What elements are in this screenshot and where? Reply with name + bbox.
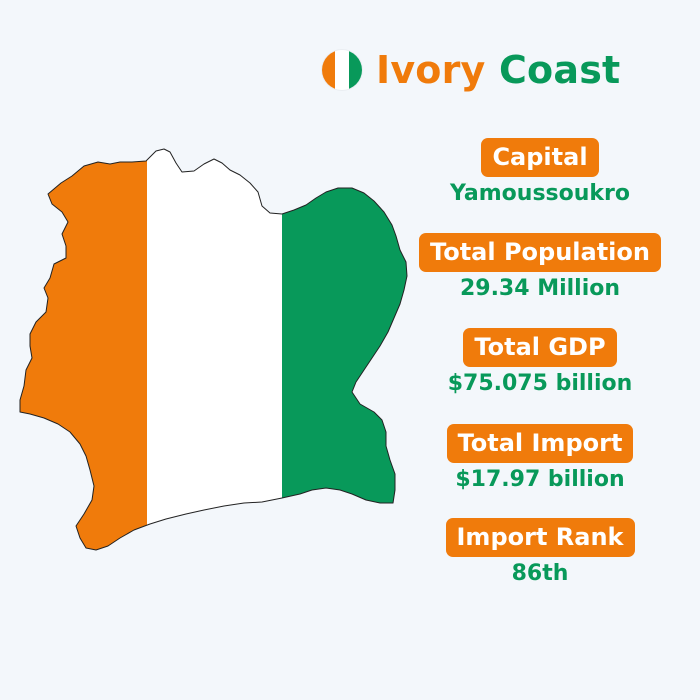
fact-label: Capital bbox=[481, 138, 599, 177]
ivory-coast-flag-icon bbox=[322, 50, 362, 90]
fact-value: 86th bbox=[511, 561, 569, 586]
header: Ivory Coast bbox=[322, 46, 620, 94]
flag-stripe-green bbox=[348, 50, 362, 90]
fact-label: Total Population bbox=[419, 233, 661, 272]
fact-total-gdp: Total GDP $75.075 billion bbox=[410, 328, 670, 397]
fact-label: Total GDP bbox=[463, 328, 617, 367]
fact-value: 29.34 Million bbox=[459, 276, 621, 301]
fact-value: $75.075 billion bbox=[447, 371, 633, 396]
flag-stripe-orange bbox=[322, 50, 336, 90]
title-word-coast: Coast bbox=[498, 48, 621, 92]
flag-stripe-white bbox=[335, 50, 349, 90]
fact-label: Total Import bbox=[446, 424, 634, 463]
fact-total-import: Total Import $17.97 billion bbox=[410, 424, 670, 493]
fact-import-rank: Import Rank 86th bbox=[410, 518, 670, 587]
fact-value: $17.97 billion bbox=[455, 467, 625, 492]
title-word-ivory: Ivory bbox=[376, 48, 486, 92]
page-title: Ivory Coast bbox=[376, 48, 620, 92]
fact-capital: Capital Yamoussoukro bbox=[410, 138, 670, 207]
fact-label: Import Rank bbox=[445, 518, 635, 557]
fact-value: Yamoussoukro bbox=[449, 181, 631, 206]
fact-total-population: Total Population 29.34 Million bbox=[410, 233, 670, 302]
